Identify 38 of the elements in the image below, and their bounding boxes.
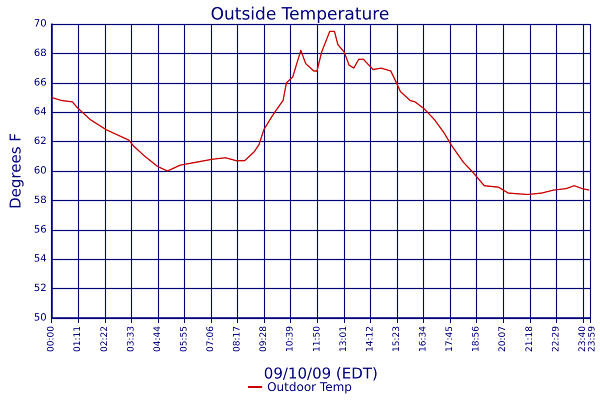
- y-tick-label: 66: [34, 77, 47, 88]
- x-tick-label: 03:33: [126, 326, 136, 352]
- y-tick-label: 58: [34, 194, 47, 206]
- y-tick-label: 50: [34, 312, 47, 324]
- x-tick-label: 17:45: [445, 326, 456, 352]
- x-tick-label: 22:29: [551, 326, 562, 352]
- x-tick-label: 02:22: [100, 326, 110, 352]
- y-tick-label: 64: [34, 106, 47, 118]
- x-tick-label: 21:18: [524, 326, 535, 352]
- x-tick-label: 20:07: [498, 326, 508, 352]
- line-series: [50, 30, 590, 196]
- x-tick-label: 15:23: [392, 326, 402, 352]
- x-tick-label: 00:00: [46, 326, 57, 352]
- y-tick-label: 62: [34, 136, 47, 148]
- x-tick-label: 04:44: [152, 326, 163, 352]
- x-tick-label: 08:17: [232, 326, 243, 352]
- x-tick-label: 23:59: [588, 326, 598, 352]
- chart-title: Outside Temperature: [210, 4, 390, 24]
- x-tick-label: 01:11: [73, 326, 84, 352]
- x-tick-label: 10:39: [286, 326, 296, 352]
- x-tick-label: 05:55: [179, 326, 190, 352]
- x-tick-label: 11:50: [312, 326, 322, 352]
- x-tick-label: 23:40: [578, 326, 588, 352]
- x-tick-label: 07:06: [206, 326, 216, 352]
- x-tick-label: 18:56: [472, 326, 482, 352]
- x-tick-label: 16:34: [418, 326, 429, 352]
- x-axis-title: 09/10/09 (EDT): [264, 364, 378, 382]
- y-tick-label: 56: [34, 224, 47, 236]
- y-tick-label: 70: [34, 18, 47, 30]
- y-tick-label: 60: [34, 166, 47, 176]
- x-tick-label: 09:28: [259, 326, 270, 352]
- x-tick-label: 13:01: [338, 326, 349, 352]
- y-axis-title: Degrees F: [6, 133, 24, 209]
- x-tick-label: 14:12: [365, 326, 376, 352]
- y-tick-label: 52: [34, 283, 47, 294]
- y-tick-label: 54: [34, 254, 47, 265]
- y-tick-label: 68: [34, 48, 47, 59]
- legend-label: Outdoor Temp: [267, 380, 352, 394]
